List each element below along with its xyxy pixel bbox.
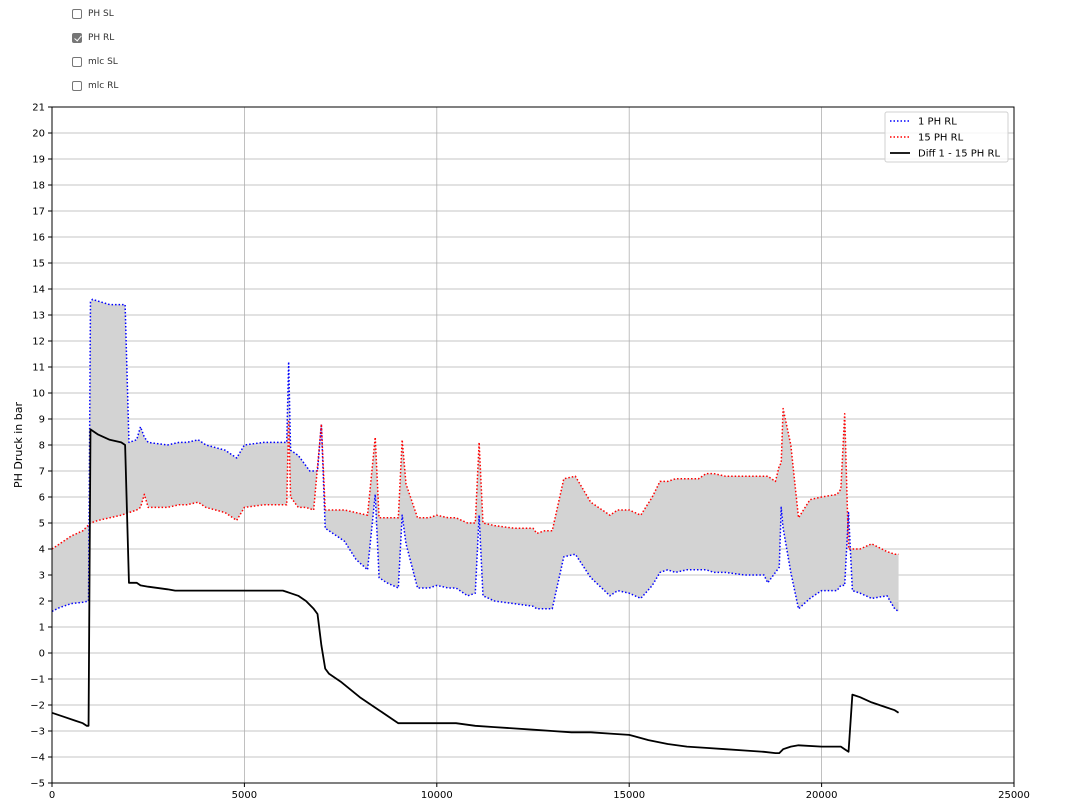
checkbox-label: mlc RL — [88, 81, 119, 91]
legend-label: 1 PH RL — [918, 117, 957, 128]
y-tick-label: 0 — [39, 649, 45, 660]
y-tick-label: −5 — [30, 779, 45, 790]
checkbox-mlc-rl[interactable]: mlc RL — [72, 74, 118, 98]
checkbox-label: mlc SL — [88, 57, 118, 67]
checkbox-box[interactable] — [72, 33, 82, 43]
series-line — [51, 428, 900, 754]
y-tick-label: −3 — [30, 727, 45, 738]
x-tick-label: 25000 — [998, 790, 1030, 801]
checkbox-label: PH SL — [88, 9, 114, 19]
checkbox-mlc-sl[interactable]: mlc SL — [72, 50, 118, 74]
legend-label: Diff 1 - 15 PH RL — [918, 149, 1000, 160]
x-tick-label: 15000 — [613, 790, 645, 801]
series-line — [51, 407, 899, 555]
y-tick-label: 3 — [39, 571, 45, 582]
y-tick-label: 9 — [39, 415, 45, 426]
checkbox-ph-sl[interactable]: PH SL — [72, 2, 118, 26]
y-tick-label: 14 — [32, 285, 45, 296]
y-tick-label: −2 — [30, 701, 45, 712]
checkbox-box[interactable] — [72, 57, 82, 67]
y-tick-label: 6 — [39, 493, 45, 504]
y-axis-label: PH Druck in bar — [12, 402, 25, 489]
x-tick-label: 20000 — [806, 790, 838, 801]
y-tick-label: 18 — [32, 181, 45, 192]
y-tick-label: 11 — [32, 363, 45, 374]
checkbox-ph-rl[interactable]: PH RL — [72, 26, 118, 50]
legend-box — [884, 111, 1009, 163]
y-tick-label: 20 — [32, 129, 45, 140]
series-line — [51, 298, 899, 613]
x-tick-label: 5000 — [232, 790, 257, 801]
y-tick-label: 5 — [39, 519, 45, 530]
y-tick-label: 19 — [32, 155, 45, 166]
y-tick-label: 2 — [39, 597, 45, 608]
y-tick-label: 10 — [32, 389, 45, 400]
checkbox-box[interactable] — [72, 9, 82, 19]
y-tick-label: 12 — [32, 337, 45, 348]
y-tick-label: 16 — [32, 233, 45, 244]
x-tick-label: 0 — [49, 790, 55, 801]
legend-label: 15 PH RL — [918, 133, 964, 144]
y-tick-label: 21 — [32, 103, 45, 114]
y-tick-label: 13 — [32, 311, 45, 322]
y-tick-label: 7 — [39, 467, 45, 478]
y-tick-label: 15 — [32, 259, 45, 270]
y-tick-label: −4 — [30, 753, 45, 764]
y-tick-label: 8 — [39, 441, 45, 452]
y-tick-label: 4 — [39, 545, 45, 556]
y-tick-label: 17 — [32, 207, 45, 218]
x-tick-label: 10000 — [421, 790, 453, 801]
series-checkbox-group: PH SL PH RL mlc SL mlc RL — [72, 2, 118, 98]
checkbox-box[interactable] — [72, 81, 82, 91]
fill-between-area — [52, 299, 899, 612]
y-tick-label: 1 — [39, 623, 45, 634]
y-tick-label: −1 — [30, 675, 45, 686]
checkbox-label: PH RL — [88, 33, 115, 43]
